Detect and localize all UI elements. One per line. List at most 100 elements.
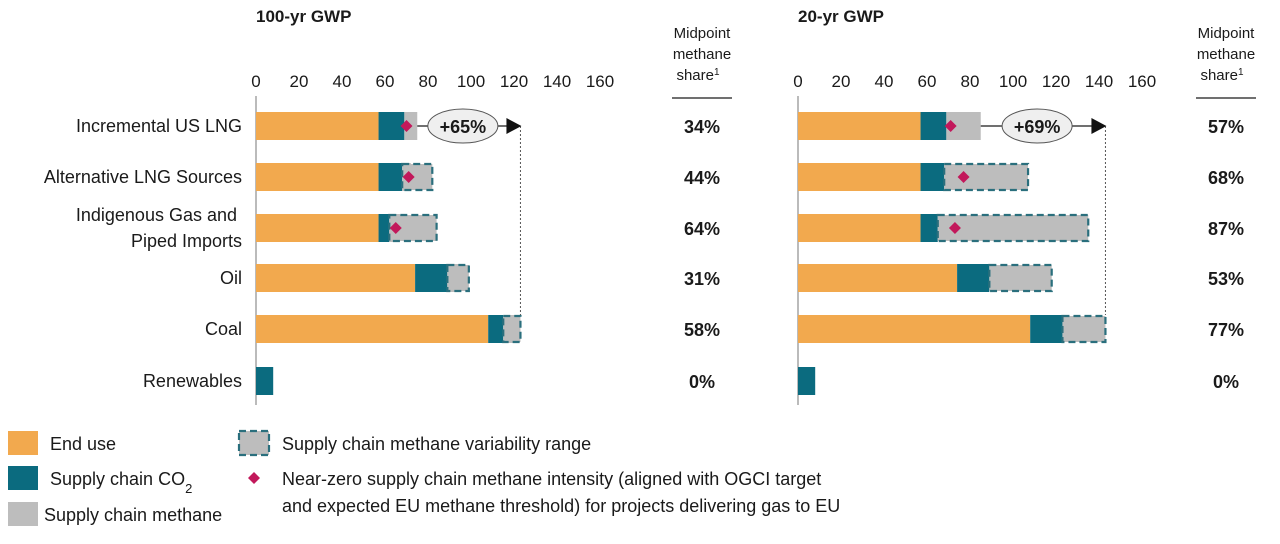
chart-panel-20yr: 20-yr GWP 0 20 40 60 80 100 120 140 160 Midpoint me… bbox=[793, 7, 1256, 405]
bar-end-use bbox=[798, 214, 921, 242]
share-header-line3: share1 bbox=[1200, 67, 1244, 85]
midpoint-methane-share: 57% bbox=[1208, 117, 1244, 137]
midpoint-methane-share: 58% bbox=[684, 320, 720, 340]
bar-supply-chain-co2 bbox=[957, 264, 990, 292]
x-tick-label: 100 bbox=[999, 72, 1027, 91]
bar-end-use bbox=[798, 315, 1031, 343]
x-tick-label: 100 bbox=[457, 72, 485, 91]
x-tick-label: 40 bbox=[875, 72, 894, 91]
category-label: Incremental US LNG bbox=[76, 116, 242, 136]
bar-supply-chain-co2 bbox=[378, 214, 390, 242]
bar-supply-chain-co2 bbox=[920, 112, 947, 140]
category-label: Alternative LNG Sources bbox=[44, 167, 242, 187]
x-tick-label: 20 bbox=[290, 72, 309, 91]
x-tick-label: 60 bbox=[918, 72, 937, 91]
x-tick-label: 160 bbox=[586, 72, 614, 91]
x-tick-label: 0 bbox=[251, 72, 260, 91]
bar-supply-chain-co2 bbox=[488, 315, 504, 343]
near-zero-methane-marker bbox=[957, 171, 970, 183]
category-label: Oil bbox=[220, 268, 242, 288]
category-label-line: Indigenous Gas and bbox=[76, 205, 237, 225]
x-tick-label: 120 bbox=[500, 72, 528, 91]
near-zero-methane-marker bbox=[944, 120, 957, 132]
midpoint-methane-share: 31% bbox=[684, 269, 720, 289]
midpoint-methane-share: 34% bbox=[684, 117, 720, 137]
x-tick-label: 140 bbox=[1085, 72, 1113, 91]
x-tick-label: 160 bbox=[1128, 72, 1156, 91]
bar-supply-chain-co2 bbox=[798, 367, 816, 395]
legend-label-marker-line2: and expected EU methane threshold) for p… bbox=[282, 496, 840, 516]
legend-label-co2-sub: 2 bbox=[185, 481, 192, 496]
near-zero-methane-marker bbox=[389, 222, 402, 234]
share-header-line1: Midpoint bbox=[674, 25, 732, 42]
legend-swatch-supply-chain-methane bbox=[8, 502, 38, 526]
bar-end-use bbox=[798, 163, 921, 191]
annotation-ellipse bbox=[1001, 108, 1073, 144]
bar-end-use bbox=[798, 264, 958, 292]
x-tick-label: 40 bbox=[333, 72, 352, 91]
midpoint-methane-share: 87% bbox=[1208, 219, 1244, 239]
legend-label-marker-line1: Near-zero supply chain methane intensity… bbox=[282, 469, 821, 489]
category-label: Renewables bbox=[143, 371, 242, 391]
methane-variability-range bbox=[943, 162, 1030, 192]
midpoint-methane-share: 77% bbox=[1208, 320, 1244, 340]
bar-supply-chain-co2 bbox=[378, 112, 405, 140]
share-header-footnote: 1 bbox=[1238, 67, 1244, 78]
near-zero-methane-marker bbox=[402, 171, 415, 183]
chart-panel-100yr: 100-yr GWP 0 20 40 60 80 100 120 140 160 Midpoint m… bbox=[44, 7, 732, 405]
x-tick-label: 140 bbox=[543, 72, 571, 91]
bar-supply-chain-co2 bbox=[378, 163, 403, 191]
midpoint-methane-share: 68% bbox=[1208, 168, 1244, 188]
near-zero-methane-marker bbox=[400, 120, 413, 132]
methane-variability-range bbox=[446, 263, 470, 293]
x-tick-label: 20 bbox=[832, 72, 851, 91]
share-header-word: share bbox=[676, 67, 714, 84]
near-zero-methane-marker bbox=[948, 222, 961, 234]
bar-end-use bbox=[256, 112, 379, 140]
midpoint-methane-share: 0% bbox=[1213, 372, 1239, 392]
x-tick-label: 60 bbox=[376, 72, 395, 91]
chart-title: 100-yr GWP bbox=[256, 7, 351, 26]
bar-supply-chain-co2 bbox=[920, 214, 938, 242]
x-tick-label: 80 bbox=[419, 72, 438, 91]
category-label: Indigenous Gas and Piped Imports bbox=[76, 205, 242, 251]
bar-supply-chain-co2 bbox=[415, 264, 448, 292]
midpoint-methane-share: 53% bbox=[1208, 269, 1244, 289]
annotation-label: +69% bbox=[1014, 117, 1061, 137]
share-header-line1: Midpoint bbox=[1198, 25, 1256, 42]
bar-supply-chain-co2 bbox=[1030, 315, 1063, 343]
methane-variability-range bbox=[502, 314, 522, 344]
annotation-label: +65% bbox=[440, 117, 487, 137]
x-tick-label: 80 bbox=[961, 72, 980, 91]
annotation-ellipse bbox=[427, 108, 499, 144]
x-tick-label: 120 bbox=[1042, 72, 1070, 91]
chart-title: 20-yr GWP bbox=[798, 7, 884, 26]
midpoint-methane-share: 44% bbox=[684, 168, 720, 188]
legend-label-co2-main: Supply chain CO bbox=[50, 469, 185, 489]
share-header-line3: share1 bbox=[676, 67, 720, 85]
bar-end-use bbox=[798, 112, 921, 140]
methane-variability-range bbox=[936, 213, 1090, 243]
bar-supply-chain-co2 bbox=[920, 163, 945, 191]
share-header-footnote: 1 bbox=[714, 67, 720, 78]
category-label: Coal bbox=[205, 319, 242, 339]
category-label-line: Piped Imports bbox=[131, 231, 242, 251]
legend-swatch-supply-chain-co2 bbox=[8, 466, 38, 490]
midpoint-methane-share: 0% bbox=[689, 372, 715, 392]
legend-swatch-near-zero-marker bbox=[248, 472, 260, 484]
share-header-line2: methane bbox=[673, 46, 731, 63]
share-header-line2: methane bbox=[1197, 46, 1255, 63]
bar-supply-chain-co2 bbox=[256, 367, 274, 395]
methane-variability-range bbox=[1061, 314, 1107, 344]
methane-variability-range bbox=[988, 263, 1053, 293]
annotation-arrowhead bbox=[506, 118, 522, 134]
legend-label-variability-range: Supply chain methane variability range bbox=[282, 434, 591, 454]
legend-swatch-end-use bbox=[8, 431, 38, 455]
annotation-arrowhead bbox=[1091, 118, 1107, 134]
bar-end-use bbox=[256, 214, 379, 242]
bar-end-use bbox=[256, 163, 379, 191]
legend-label-end-use: End use bbox=[50, 434, 116, 454]
bar-end-use bbox=[256, 264, 416, 292]
legend: End use Supply chain CO2 Supply chain meth… bbox=[8, 429, 840, 526]
